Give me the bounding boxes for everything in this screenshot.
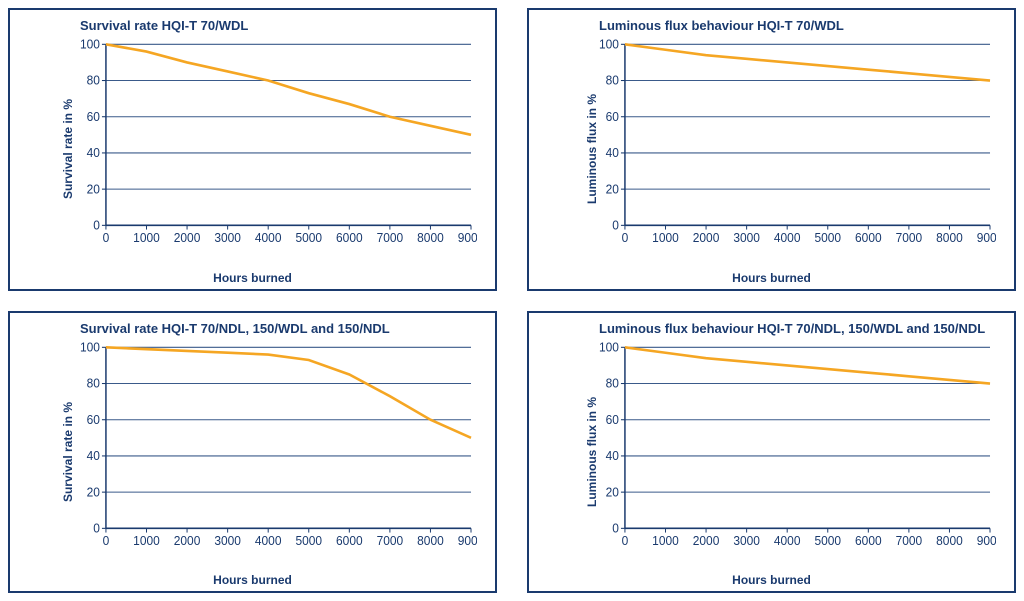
svg-text:60: 60 xyxy=(87,412,100,426)
svg-text:0: 0 xyxy=(622,231,629,245)
svg-text:0: 0 xyxy=(612,218,619,232)
svg-text:0: 0 xyxy=(612,521,619,535)
svg-text:6000: 6000 xyxy=(855,231,882,245)
svg-text:1000: 1000 xyxy=(133,533,160,547)
svg-text:8000: 8000 xyxy=(936,533,963,547)
svg-text:3000: 3000 xyxy=(214,533,241,547)
svg-text:3000: 3000 xyxy=(214,231,241,245)
svg-text:9000: 9000 xyxy=(458,533,477,547)
chart-title: Survival rate HQI-T 70/WDL xyxy=(80,18,248,33)
svg-text:9000: 9000 xyxy=(458,231,477,245)
svg-text:6000: 6000 xyxy=(336,231,363,245)
svg-text:8000: 8000 xyxy=(417,533,444,547)
svg-text:6000: 6000 xyxy=(855,533,882,547)
svg-text:0: 0 xyxy=(93,521,100,535)
svg-text:4000: 4000 xyxy=(255,533,282,547)
svg-text:40: 40 xyxy=(606,146,619,160)
x-axis-label: Hours burned xyxy=(213,271,292,285)
svg-text:7000: 7000 xyxy=(377,533,404,547)
svg-text:40: 40 xyxy=(87,146,100,160)
svg-text:20: 20 xyxy=(606,182,619,196)
chart-title: Luminous flux behaviour HQI-T 70/NDL, 15… xyxy=(599,321,985,336)
svg-text:40: 40 xyxy=(606,448,619,462)
svg-text:3000: 3000 xyxy=(733,231,760,245)
panel-bottom-left: Survival rate HQI-T 70/NDL, 150/WDL and … xyxy=(8,311,497,594)
svg-text:2000: 2000 xyxy=(693,533,720,547)
svg-text:100: 100 xyxy=(599,341,619,355)
svg-text:5000: 5000 xyxy=(814,533,841,547)
svg-text:3000: 3000 xyxy=(733,533,760,547)
svg-text:4000: 4000 xyxy=(774,533,801,547)
svg-text:8000: 8000 xyxy=(417,231,444,245)
x-axis-label: Hours burned xyxy=(732,271,811,285)
svg-text:5000: 5000 xyxy=(814,231,841,245)
svg-text:0: 0 xyxy=(93,218,100,232)
svg-text:20: 20 xyxy=(87,485,100,499)
chart-title: Survival rate HQI-T 70/NDL, 150/WDL and … xyxy=(80,321,390,336)
svg-text:80: 80 xyxy=(87,376,100,390)
svg-text:0: 0 xyxy=(622,533,629,547)
chart-title: Luminous flux behaviour HQI-T 70/WDL xyxy=(599,18,844,33)
svg-text:1000: 1000 xyxy=(652,533,679,547)
svg-text:100: 100 xyxy=(599,38,619,52)
svg-text:80: 80 xyxy=(606,376,619,390)
svg-text:100: 100 xyxy=(80,341,100,355)
svg-text:2000: 2000 xyxy=(693,231,720,245)
svg-text:60: 60 xyxy=(606,110,619,124)
svg-text:4000: 4000 xyxy=(255,231,282,245)
plot-area: 0 1000 2000 3000 4000 5000 6000 7000 8000 9000 0 20… xyxy=(78,341,477,552)
svg-text:4000: 4000 xyxy=(774,231,801,245)
x-axis-label: Hours burned xyxy=(213,573,292,587)
svg-text:8000: 8000 xyxy=(936,231,963,245)
svg-text:80: 80 xyxy=(606,73,619,87)
svg-text:0: 0 xyxy=(103,533,110,547)
y-axis-label: Survival rate in % xyxy=(61,402,75,502)
svg-text:20: 20 xyxy=(87,182,100,196)
svg-text:5000: 5000 xyxy=(295,231,322,245)
panel-top-right: Luminous flux behaviour HQI-T 70/WDL Lum… xyxy=(527,8,1016,291)
svg-text:7000: 7000 xyxy=(896,533,923,547)
svg-text:40: 40 xyxy=(87,448,100,462)
plot-area: 0 1000 2000 3000 4000 5000 6000 7000 8000 9000 0 20… xyxy=(597,341,996,552)
svg-text:100: 100 xyxy=(80,38,100,52)
plot-area: 0 1000 2000 3000 4000 5000 6000 7000 8000 9000 0 20… xyxy=(597,38,996,249)
chart-grid: Survival rate HQI-T 70/WDL Survival rate… xyxy=(8,8,1016,593)
svg-text:0: 0 xyxy=(103,231,110,245)
svg-text:60: 60 xyxy=(87,110,100,124)
x-axis-label: Hours burned xyxy=(732,573,811,587)
svg-text:7000: 7000 xyxy=(896,231,923,245)
svg-text:2000: 2000 xyxy=(174,533,201,547)
y-axis-label: Survival rate in % xyxy=(61,99,75,199)
svg-text:7000: 7000 xyxy=(377,231,404,245)
svg-text:2000: 2000 xyxy=(174,231,201,245)
svg-text:5000: 5000 xyxy=(295,533,322,547)
svg-text:20: 20 xyxy=(606,485,619,499)
svg-text:80: 80 xyxy=(87,73,100,87)
svg-text:1000: 1000 xyxy=(652,231,679,245)
svg-text:9000: 9000 xyxy=(977,533,996,547)
plot-area: 0 1000 2000 3000 4000 5000 6000 7000 8000 9000 0 20… xyxy=(78,38,477,249)
svg-text:60: 60 xyxy=(606,412,619,426)
svg-text:9000: 9000 xyxy=(977,231,996,245)
svg-text:6000: 6000 xyxy=(336,533,363,547)
panel-bottom-right: Luminous flux behaviour HQI-T 70/NDL, 15… xyxy=(527,311,1016,594)
panel-top-left: Survival rate HQI-T 70/WDL Survival rate… xyxy=(8,8,497,291)
svg-text:1000: 1000 xyxy=(133,231,160,245)
